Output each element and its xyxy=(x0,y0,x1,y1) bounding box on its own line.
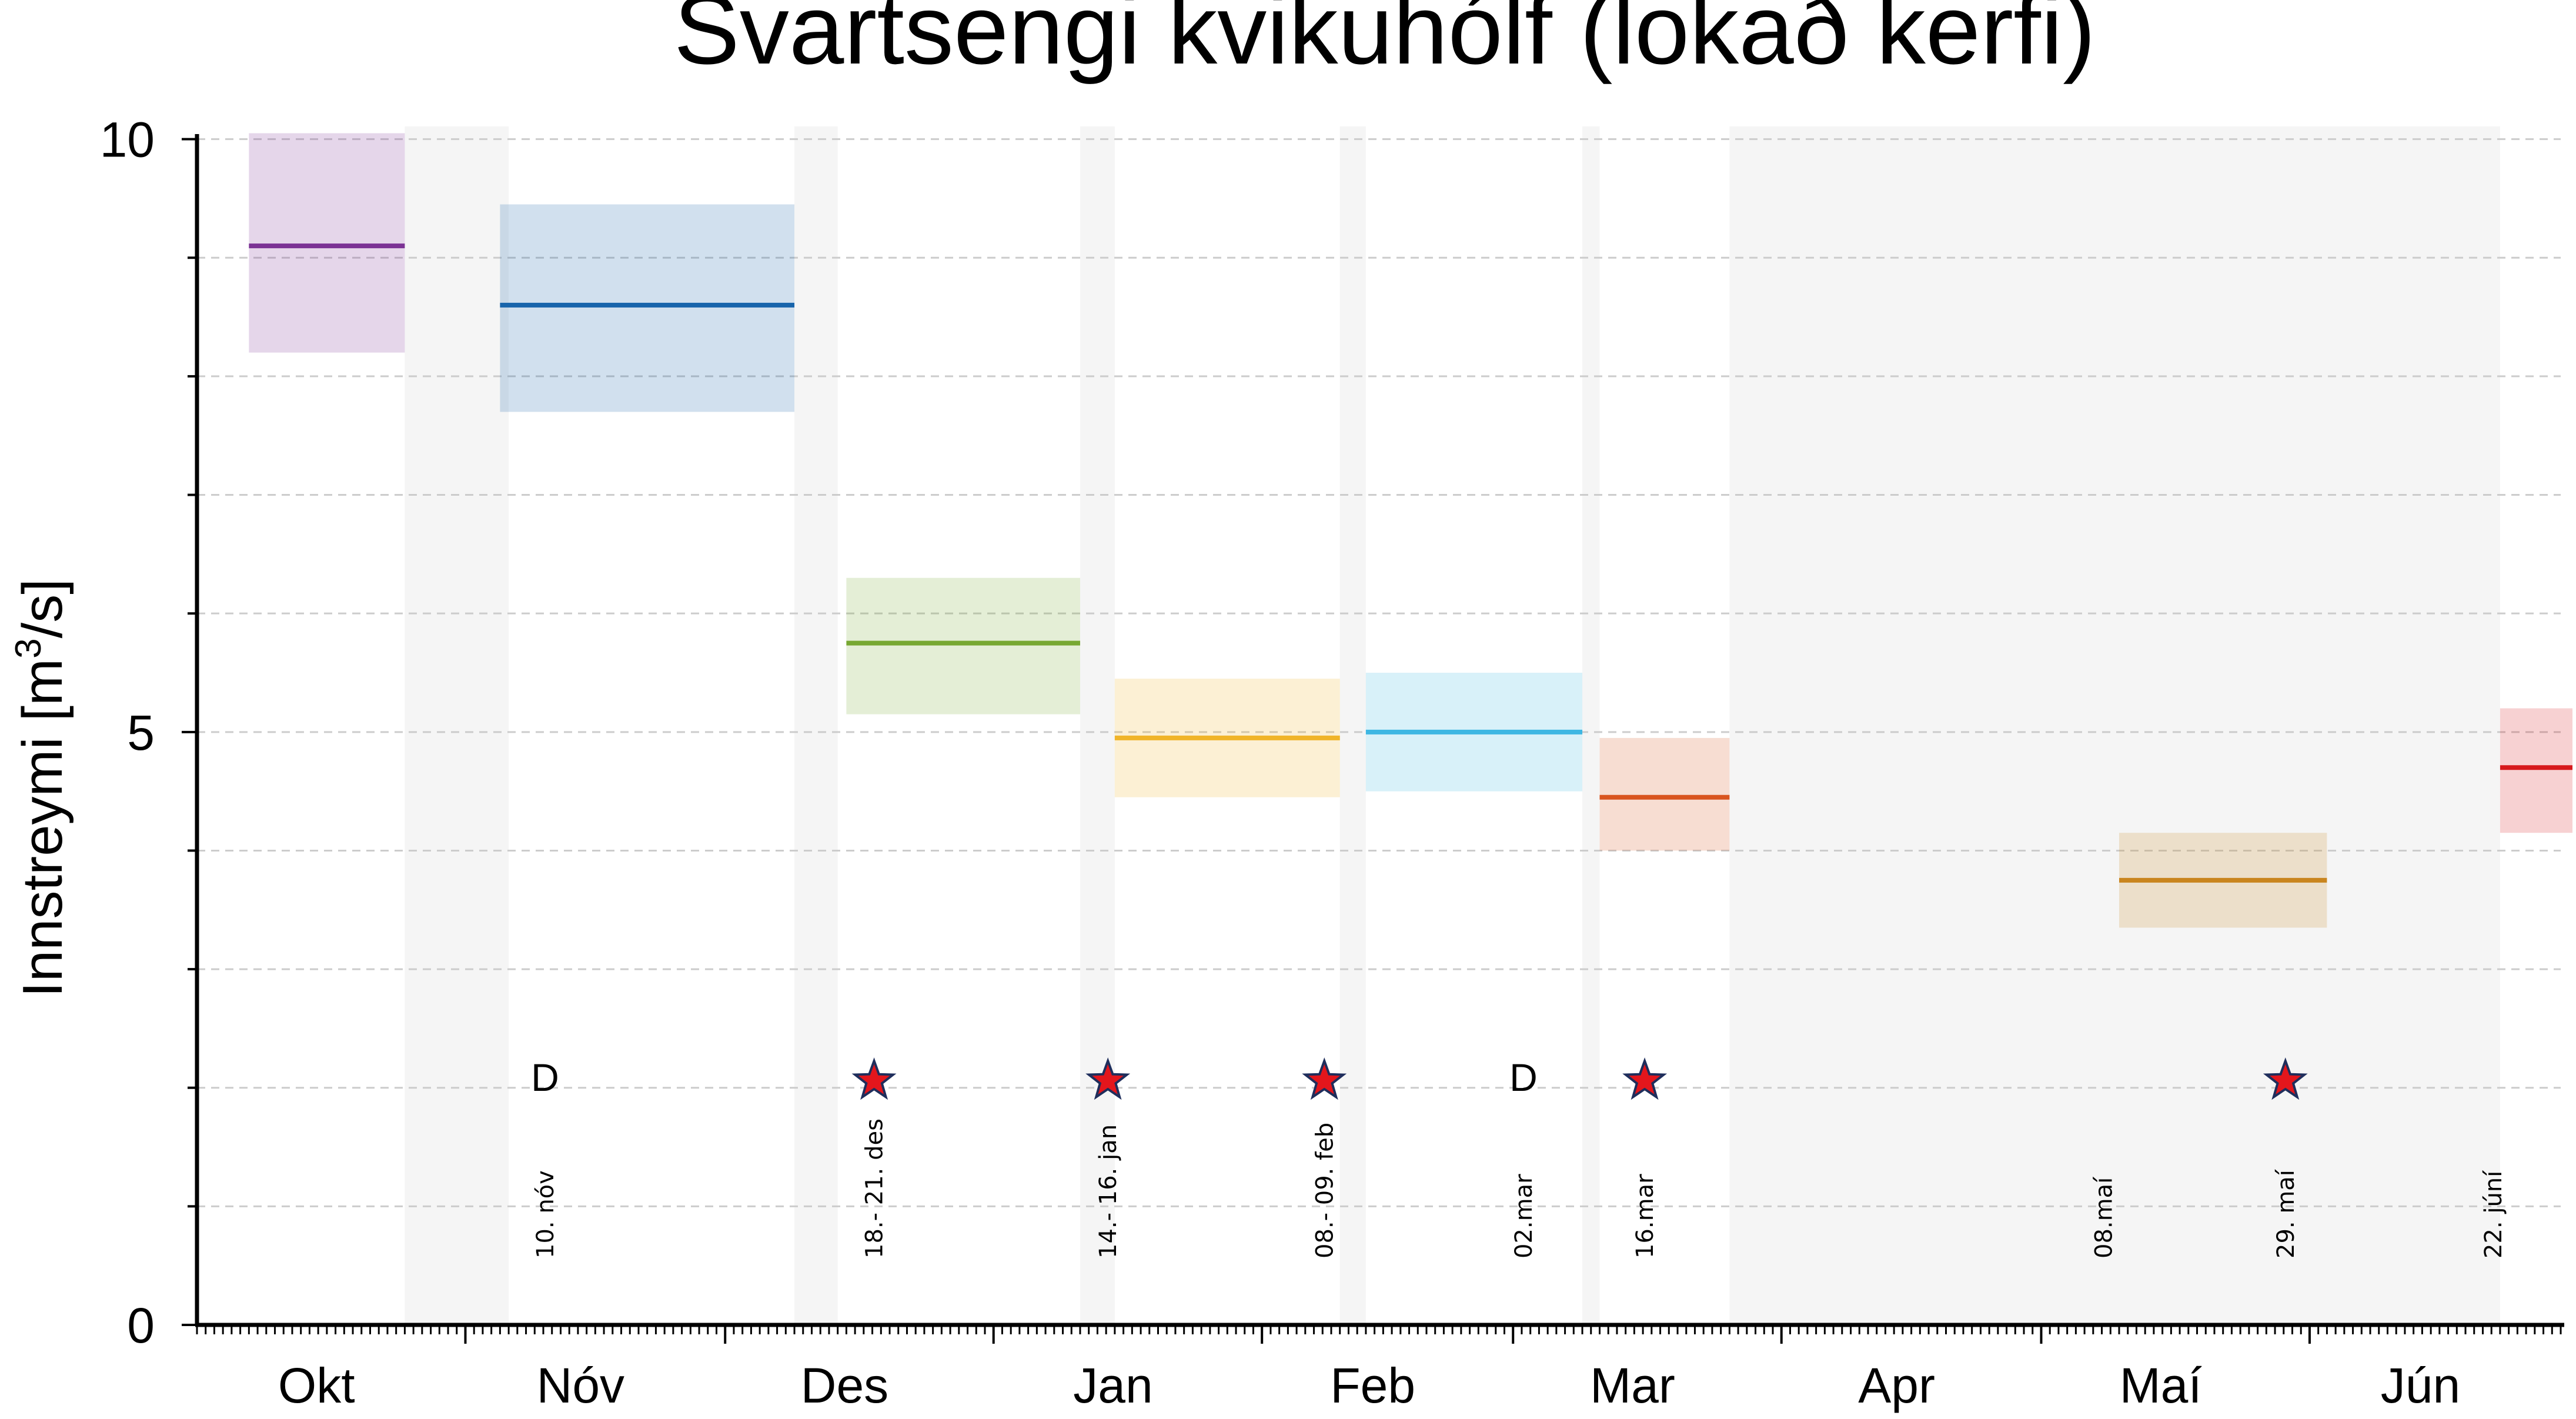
eruption-star-icon xyxy=(851,1057,897,1100)
event-date-label: 22. júní xyxy=(2480,1170,2507,1258)
event-date-label: 16.mar xyxy=(1632,1174,1659,1258)
event-layer: D 10. nóv 18.- 21. des 14.- 16. jan 08.- 09.… xyxy=(531,1056,2507,1258)
uncertainty-band xyxy=(846,577,1080,714)
shaded-periods xyxy=(405,126,2500,1325)
x-month-label: Maí xyxy=(2120,1358,2202,1413)
eruption-star-icon xyxy=(1085,1057,1131,1100)
y-tick-label: 10 xyxy=(100,112,155,168)
series-layer xyxy=(249,133,2572,928)
uncertainty-band xyxy=(2500,708,2572,833)
shaded-period xyxy=(2327,126,2500,1325)
event-date-label: 18.- 21. des xyxy=(861,1118,888,1258)
x-month-label: Mar xyxy=(1590,1358,1675,1413)
x-month-label: Feb xyxy=(1330,1358,1415,1413)
marker-d: D xyxy=(1509,1056,1538,1099)
series-4 xyxy=(1114,679,1340,797)
eruption-star-icon xyxy=(1302,1057,1347,1100)
x-month-label: Okt xyxy=(278,1358,355,1413)
x-month-label: Jún xyxy=(2381,1358,2460,1413)
axes: 0 5 10 Okt Nóv Des Jan Feb Mar Apr Maí Jún xyxy=(100,112,2564,1413)
series-5 xyxy=(1365,673,1583,792)
shaded-period xyxy=(1729,126,2327,1325)
eruption-star-icon xyxy=(1622,1057,1668,1100)
shaded-period xyxy=(794,126,838,1325)
y-axis-label: Innstreymi [m3/s] xyxy=(8,579,74,997)
event-date-label: 08.- 09. feb xyxy=(1311,1123,1338,1258)
shaded-period xyxy=(1080,126,1115,1325)
event-date-label: 02.mar xyxy=(1511,1174,1538,1258)
series-2 xyxy=(500,204,795,412)
uncertainty-band xyxy=(1599,737,1730,851)
chart-title: Svartsengi kvikuhólf (lokað kerfi) xyxy=(674,0,2096,85)
shaded-period xyxy=(405,126,509,1325)
event-date-label: 10. nóv xyxy=(532,1170,559,1258)
event-date-label: 29. maí xyxy=(2273,1168,2300,1258)
x-month-label: Jan xyxy=(1073,1358,1152,1413)
shaded-period xyxy=(1339,126,1366,1325)
shaded-period xyxy=(1582,126,1600,1325)
x-month-label: Des xyxy=(801,1358,888,1413)
eruption-star-icon xyxy=(2263,1057,2308,1100)
marker-d: D xyxy=(531,1056,559,1099)
series-3 xyxy=(846,577,1080,714)
x-month-label: Apr xyxy=(1858,1358,1935,1413)
grid-lines xyxy=(197,138,2561,1207)
x-month-label: Nóv xyxy=(537,1358,624,1413)
series-7 xyxy=(2119,833,2327,928)
event-date-label: 08.maí xyxy=(2091,1176,2118,1258)
series-8 xyxy=(2500,708,2572,833)
event-date-label: 14.- 16. jan xyxy=(1095,1124,1122,1258)
uncertainty-band xyxy=(249,133,405,353)
series-6 xyxy=(1599,737,1730,851)
y-tick-label: 0 xyxy=(127,1298,155,1353)
series-1 xyxy=(249,133,405,353)
uncertainty-band xyxy=(500,204,795,412)
y-tick-label: 5 xyxy=(127,705,155,760)
